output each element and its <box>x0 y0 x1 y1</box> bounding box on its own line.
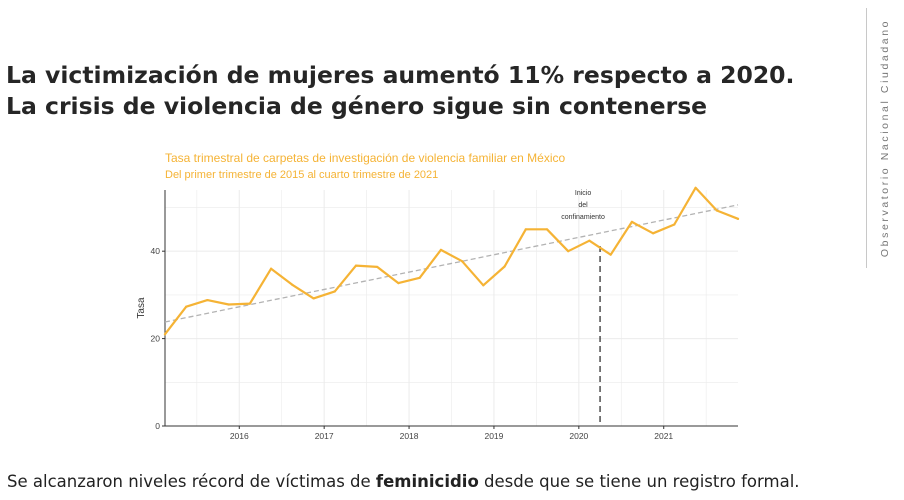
y-tick-label: 0 <box>155 421 160 431</box>
x-tick-label: 2016 <box>230 431 249 441</box>
line-chart: Tasa trimestral de carpetas de investiga… <box>136 151 740 441</box>
series-line-tasa <box>163 186 740 336</box>
x-tick-label: 2019 <box>484 431 503 441</box>
y-axis-label: Tasa <box>136 297 147 319</box>
data-point <box>397 281 400 285</box>
chart-container: Tasa trimestral de carpetas de investiga… <box>0 148 904 448</box>
data-point <box>588 239 591 242</box>
data-point <box>291 283 294 286</box>
x-tick-label: 2021 <box>654 431 673 441</box>
lockdown-annotation-text: del <box>578 202 588 209</box>
data-point <box>418 276 421 279</box>
y-tick-label: 40 <box>151 246 161 256</box>
lockdown-annotation-text: Inicio <box>575 190 591 197</box>
data-point <box>312 297 315 300</box>
data-point <box>652 232 655 235</box>
data-point <box>461 260 464 263</box>
x-tick-label: 2017 <box>315 431 334 441</box>
chart-subtitle: Del primer trimestre de 2015 al cuarto t… <box>165 169 438 181</box>
footer-text: Se alcanzaron niveles récord de víctimas… <box>7 472 897 491</box>
lockdown-annotation-text: confinamiento <box>561 214 605 221</box>
data-point <box>736 217 740 220</box>
data-point <box>206 299 209 302</box>
data-point <box>715 209 718 212</box>
brand-vertical-label: Observatorio Nacional Ciudadano <box>866 8 904 268</box>
data-point <box>185 305 188 308</box>
footer-text-bold: feminicidio <box>375 472 479 491</box>
data-point <box>673 223 676 226</box>
data-point <box>545 228 549 231</box>
y-tick-label: 20 <box>151 334 161 344</box>
data-point <box>482 284 485 287</box>
chart-title: Tasa trimestral de carpetas de investiga… <box>165 151 566 165</box>
data-point <box>694 186 697 189</box>
data-point <box>227 303 230 306</box>
data-point <box>439 248 442 251</box>
data-point <box>163 333 167 336</box>
footer-text-end: desde que se tiene un registro formal. <box>478 472 800 491</box>
x-tick-label: 2018 <box>400 431 419 441</box>
data-point <box>609 253 612 256</box>
data-point <box>524 228 527 231</box>
trend-line <box>164 204 739 323</box>
data-point <box>333 290 336 293</box>
footer-text-start: Se alcanzaron niveles récord de víctimas… <box>7 472 376 491</box>
data-point <box>376 265 379 269</box>
slide-title: La victimización de mujeres aumentó 11% … <box>6 61 795 120</box>
data-point <box>270 267 273 270</box>
data-point <box>354 264 358 267</box>
data-point <box>248 302 251 305</box>
data-point <box>503 265 506 268</box>
data-point <box>567 250 570 253</box>
data-point <box>630 220 633 224</box>
x-tick-label: 2020 <box>569 431 588 441</box>
